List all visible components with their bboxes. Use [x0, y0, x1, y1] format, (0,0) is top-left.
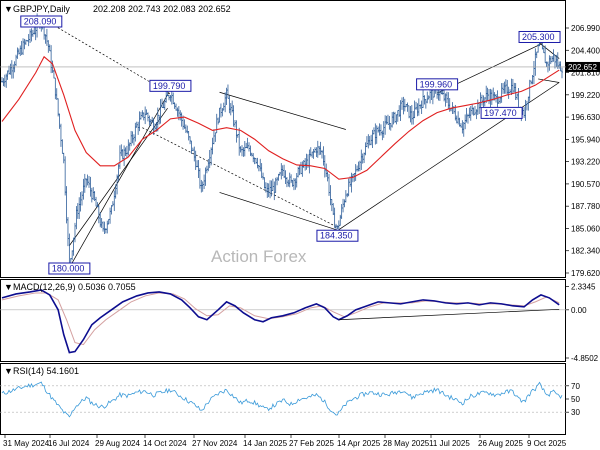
- price-tick-label: 193.220: [571, 158, 600, 167]
- rsi-y-axis: 70 50 30: [566, 382, 580, 417]
- price-label-box: [316, 229, 359, 242]
- rsi-tick-label: 30: [571, 408, 580, 417]
- price-tick-label: 201.810: [571, 69, 600, 78]
- current-price-marker: [566, 61, 600, 72]
- macd-panel: 2.3345 0.00 -4.8502 ▼ MACD(12,26,9) 0.5036…: [0, 279, 599, 363]
- trendline-0: [43, 19, 171, 95]
- macd-trendline-0: [338, 308, 560, 321]
- price-tick-label: 187.780: [571, 202, 600, 211]
- macd-tick-label: 0.00: [571, 306, 587, 315]
- price-tick-label: 190.570: [571, 180, 600, 189]
- price-y-axis: 206.990 204.400 201.810 199.220 196.630 195.9…: [566, 24, 600, 278]
- macd-lines: [0, 289, 566, 354]
- price-annotations: 208.090 180.000 199.790 184.350 199.960 197.4…: [20, 15, 561, 275]
- x-tick-label: 27 Nov 2024: [192, 439, 238, 448]
- macd-panel-frame: [0, 279, 566, 362]
- x-tick-label: 11 Jul 2025: [429, 439, 470, 448]
- rsi-title: RSI(14) 54.1601: [13, 366, 79, 376]
- x-tick-label: 28 May 2025: [383, 439, 430, 448]
- price-bars: [1, 13, 563, 273]
- x-tick-label: 14 Jan 2025: [243, 439, 288, 448]
- price-label: 180.000: [52, 264, 85, 274]
- price-label: 199.790: [153, 81, 186, 91]
- trendline-5: [219, 192, 339, 231]
- rsi-tick-label: 70: [571, 382, 580, 391]
- price-label: 208.090: [24, 17, 57, 27]
- watermark: Action Forex: [211, 247, 307, 266]
- price-panel-frame: [0, 0, 566, 278]
- price-label-box: [48, 262, 91, 275]
- price-label-box: [149, 79, 192, 92]
- price-tick-label: 182.340: [571, 247, 600, 256]
- x-tick-label: 16 Jul 2024: [48, 439, 90, 448]
- price-tick-label: 206.990: [571, 24, 600, 33]
- price-panel: 202.652 208.090 180.000 199.790 184.350 199.…: [0, 0, 600, 278]
- x-tick-label: 29 Aug 2024: [95, 439, 140, 448]
- macd-tick-label: -4.8502: [571, 354, 599, 363]
- price-label-box: [518, 30, 561, 43]
- macd-y-axis: 2.3345 0.00 -4.8502: [566, 283, 599, 363]
- price-tick-label: 195.940: [571, 135, 600, 144]
- macd-line: [1, 289, 560, 354]
- rsi-panel: 70 50 30 ▼ RSI(14) 54.1601: [0, 363, 580, 435]
- current-price-layer: 202.652: [0, 61, 600, 72]
- moving-average-line: [1, 55, 560, 180]
- macd-title: MACD(12,26,9) 0.5036 0.7055: [13, 282, 136, 292]
- price-tick-label: 204.400: [571, 46, 600, 55]
- x-tick-label: 9 Oct 2025: [527, 439, 567, 448]
- x-tick-label: 31 May 2024: [3, 439, 50, 448]
- rsi-line: [1, 381, 563, 418]
- x-tick-label: 26 Aug 2025: [478, 439, 523, 448]
- macd-title-icon: ▼: [4, 282, 13, 292]
- price-trendlines: [43, 19, 560, 268]
- price-tick-label: 179.620: [571, 269, 600, 278]
- x-tick-label: 14 Apr 2025: [337, 439, 381, 448]
- header-symbol-icon: ▼: [4, 4, 13, 14]
- price-tick-label: 196.630: [571, 113, 600, 122]
- x-tick-label: 27 Feb 2025: [289, 439, 334, 448]
- price-label: 184.350: [320, 231, 353, 241]
- price-label-box: [416, 78, 459, 91]
- trendline-8: [536, 40, 560, 59]
- trendline-4: [219, 91, 346, 130]
- price-tick-label: 199.220: [571, 91, 600, 100]
- price-tick-label: 185.060: [571, 224, 600, 233]
- rsi-tick-label: 50: [571, 395, 580, 404]
- trendline-9: [538, 78, 560, 83]
- price-label: 197.470: [484, 108, 517, 118]
- price-label-box: [480, 106, 523, 119]
- price-label: 199.960: [420, 79, 453, 89]
- rsi-lines: [0, 381, 566, 418]
- price-label: 205.300: [522, 32, 555, 42]
- header-ohlc: 202.208 202.743 202.083 202.652: [93, 4, 231, 14]
- rsi-title-icon: ▼: [4, 366, 13, 376]
- moving-average-layer: [1, 55, 560, 180]
- price-label-box: [20, 15, 63, 28]
- x-tick-label: 14 Oct 2024: [143, 439, 187, 448]
- macd-tick-label: 2.3345: [571, 283, 596, 292]
- header-symbol: GBPJPY,Daily: [13, 4, 70, 14]
- current-price-label: 202.652: [568, 63, 597, 72]
- trendline-3: [142, 127, 340, 229]
- rsi-panel-frame: [0, 363, 566, 435]
